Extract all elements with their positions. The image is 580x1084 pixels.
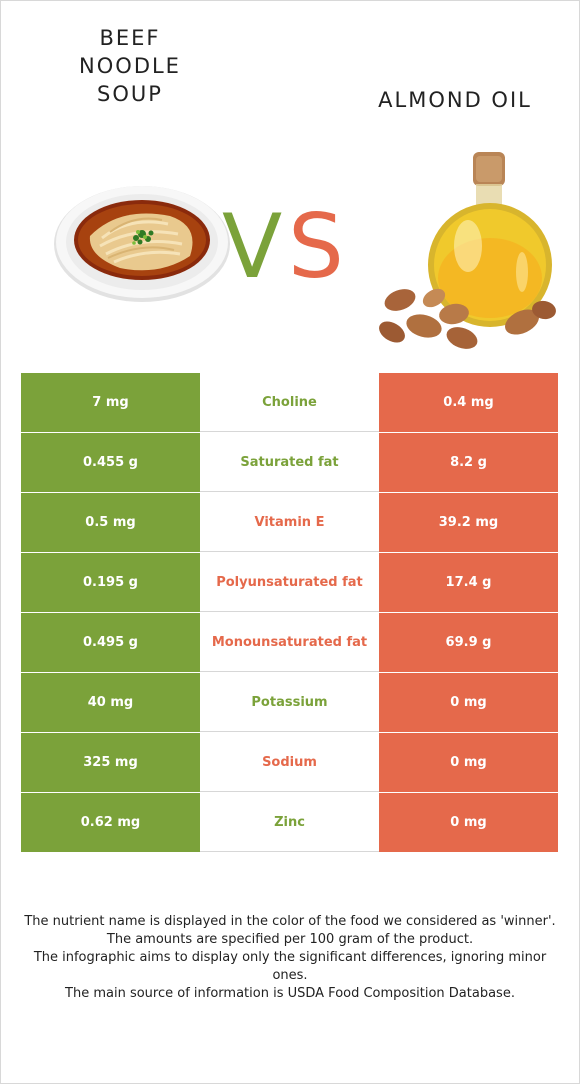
table-row: 325 mg Sodium 0 mg (21, 733, 558, 793)
left-food-value: 0.5 mg (21, 493, 200, 552)
table-row: 40 mg Potassium 0 mg (21, 673, 558, 733)
nutrient-name: Potassium (200, 673, 379, 732)
table-row: 0.5 mg Vitamin E 39.2 mg (21, 493, 558, 553)
footnote-line: The amounts are specified per 100 gram o… (106, 932, 474, 947)
nutrient-name: Vitamin E (200, 493, 379, 552)
nutrient-name: Monounsaturated fat (200, 613, 379, 672)
vs-v-letter: V (222, 197, 282, 287)
footnote: The nutrient name is displayed in the co… (20, 913, 560, 1003)
table-row: 0.495 g Monounsaturated fat 69.9 g (21, 613, 558, 673)
nutrient-name: Polyunsaturated fat (200, 553, 379, 612)
left-food-value: 40 mg (21, 673, 200, 732)
left-food-value: 0.455 g (21, 433, 200, 492)
nutrient-name: Saturated fat (200, 433, 379, 492)
left-food-value: 0.495 g (21, 613, 200, 672)
right-food-value: 0 mg (379, 673, 558, 732)
left-food-value: 325 mg (21, 733, 200, 792)
right-food-value: 39.2 mg (379, 493, 558, 552)
left-food-value: 0.195 g (21, 553, 200, 612)
table-row: 7 mg Choline 0.4 mg (21, 373, 558, 433)
vs-s-letter: S (288, 197, 344, 287)
beef-noodle-soup-image (54, 186, 230, 302)
comparison-table: 7 mg Choline 0.4 mg 0.455 g Saturated fat 8.2… (21, 373, 558, 852)
almond-oil-image (379, 152, 556, 349)
footnote-line: The main source of information is USDA F… (65, 986, 515, 1001)
right-food-value: 17.4 g (379, 553, 558, 612)
right-food-value: 0.4 mg (379, 373, 558, 432)
table-row: 0.62 mg Zinc 0 mg (21, 793, 558, 852)
nutrient-name: Zinc (200, 793, 379, 852)
left-food-title: BEEF NOODLE SOUP (79, 26, 181, 106)
right-food-value: 0 mg (379, 793, 558, 852)
nutrient-name: Sodium (200, 733, 379, 792)
right-food-title: ALMOND OIL (378, 88, 532, 112)
footnote-line: The nutrient name is displayed in the co… (24, 914, 556, 929)
left-food-value: 0.62 mg (21, 793, 200, 852)
left-food-value: 7 mg (21, 373, 200, 432)
table-row: 0.455 g Saturated fat 8.2 g (21, 433, 558, 493)
right-food-value: 8.2 g (379, 433, 558, 492)
right-food-value: 0 mg (379, 733, 558, 792)
right-food-value: 69.9 g (379, 613, 558, 672)
table-row: 0.195 g Polyunsaturated fat 17.4 g (21, 553, 558, 613)
vs-label: V S (222, 197, 344, 287)
footnote-line: The infographic aims to display only the… (33, 950, 547, 983)
nutrient-name: Choline (200, 373, 379, 432)
